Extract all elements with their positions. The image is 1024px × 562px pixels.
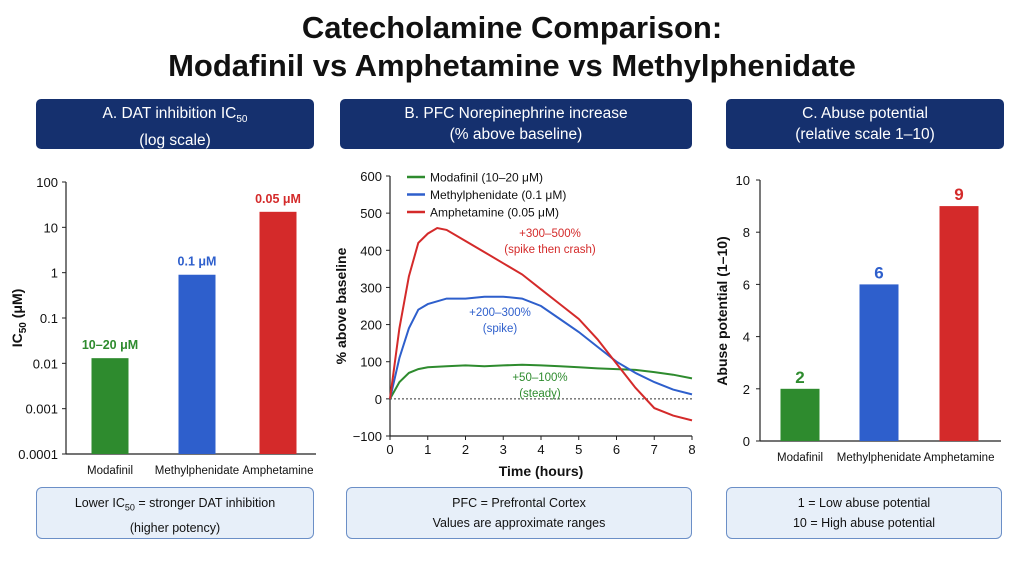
panel-a-y-tick-label: 10	[44, 220, 58, 235]
panel-c-y-tick-label: 2	[743, 382, 750, 397]
panel-a-note-line2: (higher potency)	[129, 520, 221, 535]
panel-a-subheading: (log scale)	[139, 132, 211, 150]
panel-a-bar-amphetamine	[259, 211, 297, 454]
page-title-line2: Modafinil vs Amphetamine vs Methylphenid…	[168, 48, 856, 83]
panel-a-y-tick-label: 0.0001	[18, 447, 58, 462]
panel-c-note-line2: 10 = High abuse potential	[792, 516, 936, 530]
panel-b-y-tick-label: 300	[360, 280, 382, 295]
panel-b-header: B. PFC Norepinephrine increase (% above …	[340, 99, 692, 149]
panel-b-x-tick-label: 8	[688, 442, 695, 457]
panel-b-x-tick-label: 6	[613, 442, 620, 457]
panel-b-annotation: (steady)	[519, 388, 561, 400]
panel-a-x-tick-label: Modafinil	[87, 465, 133, 477]
panel-a-x-tick-label: Methylphenidate	[155, 465, 239, 477]
panel-b-annotation: +300–500%	[519, 228, 581, 240]
panel-a-note-text-a: Lower IC	[74, 496, 125, 510]
panel-c-bar-amphetamine	[939, 206, 979, 441]
panel-b-note-line2: Values are approximate ranges	[432, 516, 606, 530]
panel-a-note: Lower IC50 = stronger DAT inhibition (hi…	[36, 487, 314, 539]
panel-c-note: 1 = Low abuse potential 10 = High abuse …	[726, 487, 1002, 539]
panel-b-annotation: +50–100%	[512, 372, 567, 384]
panel-b-legend-label: Amphetamine (0.05 μM)	[430, 206, 559, 220]
page-title-line1: Catecholamine Comparison:	[301, 10, 723, 45]
panel-b-x-tick-label: 7	[651, 442, 658, 457]
panel-b-note: PFC = Prefrontal Cortex Values are appro…	[346, 487, 692, 539]
panel-a-note-text-b: = stronger DAT inhibition	[134, 496, 276, 510]
panel-c-data-label: 2	[795, 368, 804, 387]
panel-a-header: A. DAT inhibition IC50 (log scale)	[36, 99, 314, 149]
panel-b-series-line-2	[389, 226, 693, 422]
panel-a-note-sub: 50	[124, 502, 135, 513]
panel-c-x-tick-label: Modafinil	[777, 452, 823, 464]
panel-c-header: C. Abuse potential (relative scale 1–10)	[726, 99, 1004, 149]
panel-a-heading: A. DAT inhibition IC	[102, 105, 237, 122]
panel-b-y-tick-label: −100	[353, 429, 382, 444]
panel-a-data-label: 0.05 μM	[255, 192, 301, 206]
panel-a-x-tick-label: Amphetamine	[243, 465, 314, 477]
panel-b-y-tick-label: 100	[360, 355, 382, 370]
panel-c-note-line1: 1 = Low abuse potential	[797, 496, 931, 510]
panel-c-y-tick-label: 6	[743, 277, 750, 292]
panel-b-y-tick-label: 600	[360, 169, 382, 184]
panel-b-x-axis-label: Time (hours)	[499, 463, 584, 479]
panel-b-heading: B. PFC Norepinephrine increase	[404, 105, 628, 122]
panel-c-x-tick-label: Methylphenidate	[837, 452, 921, 464]
panel-a-bar-modafinil	[91, 358, 129, 454]
panel-c-data-label: 6	[874, 263, 883, 282]
panel-a-y-tick-label: 1	[51, 266, 58, 281]
panel-b-legend-label: Modafinil (10–20 μM)	[430, 171, 543, 185]
panel-b-annotation: (spike then crash)	[504, 244, 596, 256]
panel-b-x-tick-label: 2	[462, 442, 469, 457]
panel-b-x-tick-label: 1	[424, 442, 431, 457]
panel-b-x-tick-label: 3	[500, 442, 507, 457]
panel-a-y-tick-label: 100	[36, 175, 58, 190]
panel-b-y-tick-label: 0	[375, 392, 382, 407]
panel-a-y-tick-label: 0.001	[25, 402, 58, 417]
panel-b-x-tick-label: 4	[537, 442, 544, 457]
panel-a-heading-sub: 50	[236, 114, 248, 126]
panel-c-y-tick-label: 0	[743, 434, 750, 449]
panel-a-data-label: 10–20 μM	[82, 338, 138, 352]
panel-b-series-line-0	[389, 363, 693, 400]
panel-b-x-tick-label: 0	[386, 442, 393, 457]
panel-b-legend-label: Methylphenidate (0.1 μM)	[430, 188, 566, 202]
panel-b-series-line-1	[389, 295, 693, 400]
panel-c-y-axis-label: Abuse potential (1–10)	[714, 236, 730, 385]
panel-c-y-tick-label: 8	[743, 225, 750, 240]
panel-c-y-tick-label: 10	[736, 173, 750, 188]
panel-b-subheading: (% above baseline)	[449, 126, 583, 143]
panel-b-y-axis-label: % above baseline	[333, 247, 349, 364]
panel-c-heading: C. Abuse potential	[802, 105, 928, 122]
panel-c-bar-modafinil	[780, 388, 820, 441]
panel-c-bar-methylphenidate	[859, 284, 899, 441]
panel-a-y-tick-label: 0.1	[40, 311, 58, 326]
panel-a-data-label: 0.1 μM	[178, 255, 217, 269]
panel-c-subheading: (relative scale 1–10)	[795, 126, 935, 143]
panel-b-y-tick-label: 200	[360, 318, 382, 333]
panel-c-data-label: 9	[954, 185, 963, 204]
panel-a-y-axis-label: IC50 (μM)	[9, 289, 29, 348]
panel-b-annotation: (spike)	[483, 323, 518, 335]
panel-b-annotation: +200–300%	[469, 307, 531, 319]
panel-b-y-tick-label: 500	[360, 206, 382, 221]
panel-a-bar-methylphenidate	[178, 274, 216, 454]
panel-b-note-line1: PFC = Prefrontal Cortex	[452, 496, 586, 510]
panel-c-x-tick-label: Amphetamine	[924, 452, 995, 464]
panel-a-y-tick-label: 0.01	[33, 356, 58, 371]
panel-b-x-tick-label: 5	[575, 442, 582, 457]
panel-c-y-tick-label: 4	[743, 330, 750, 345]
panel-b-y-tick-label: 400	[360, 243, 382, 258]
